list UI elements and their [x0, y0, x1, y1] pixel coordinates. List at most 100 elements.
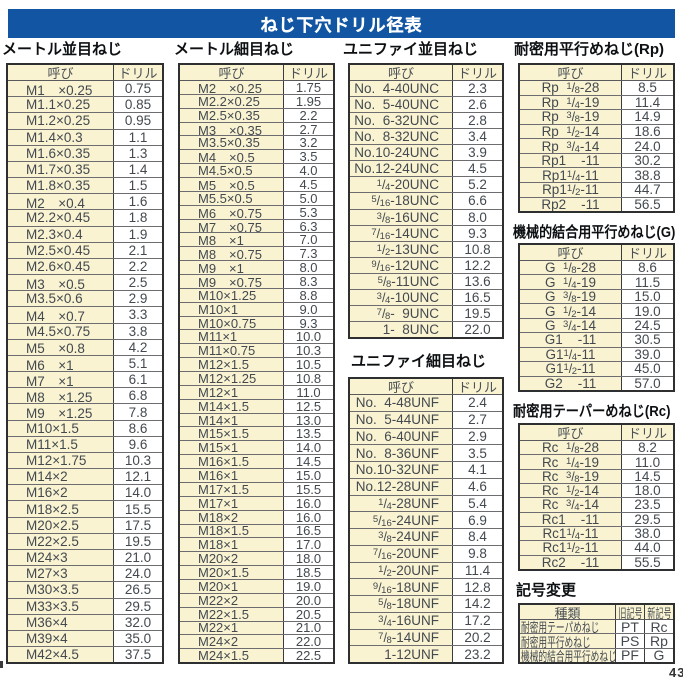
value-cell: 2.9 [452, 428, 502, 445]
name-cell: M22×1.5 [180, 607, 283, 621]
name-cell: G 1/2-14 [520, 304, 621, 318]
name-cell: M16×1.5 [180, 455, 283, 469]
table-unified-fine: 呼び ドリル No. 4-48UNF 2.4 No. 5-44UNF 2.7 No. 6-4… [348, 377, 504, 664]
name-cell: M10×1.25 [180, 288, 283, 302]
value-cell: 2.8 [452, 113, 502, 129]
name-cell: Rp11/2-11 [520, 182, 621, 197]
name-cell: M3.5×0.6 [8, 291, 113, 307]
value-cell: 8.5 [621, 81, 673, 95]
name-cell: Rp2 -11 [520, 197, 621, 212]
name-cell: No. 8-32UNC [350, 129, 452, 145]
value-cell: 8.2 [621, 441, 673, 455]
table-row: M14×1.5 12.5 [180, 398, 333, 413]
table-row: Rp 3/8-19 14.9 [520, 109, 673, 124]
name-cell: M3.5×0.35 [180, 136, 283, 150]
value-cell: 14.9 [621, 110, 673, 124]
column-header: 呼び [350, 379, 452, 394]
table-row: 7/16-14UNC 9.3 [350, 224, 502, 241]
table-row: 5/16-18UNC 6.6 [350, 192, 502, 209]
value-cell: 14.2 [452, 596, 502, 612]
value-cell: 19.5 [452, 305, 502, 321]
column-header: 呼び [520, 65, 621, 80]
table-row: 7/8- 9UNC 19.5 [350, 304, 502, 321]
name-cell: M15×1.5 [180, 427, 283, 441]
value-cell: PT [615, 620, 644, 634]
value-cell: 9.8 [452, 545, 502, 562]
name-cell: M2.2×0.25 [180, 94, 283, 108]
value-cell: 20.2 [452, 629, 502, 646]
value-cell: 7.0 [283, 233, 333, 247]
name-cell: No. 4-48UNF [350, 395, 452, 411]
value-cell: 2.7 [283, 122, 333, 136]
table-row: 5/16-24UNF 6.9 [350, 511, 502, 528]
value-cell: 5.2 [452, 177, 502, 193]
value-cell: 7.3 [283, 247, 333, 261]
name-cell: M1.6×0.35 [8, 145, 113, 161]
name-cell: 1- 8UNC [350, 321, 452, 337]
column-header: 呼び [520, 245, 621, 260]
table-row: No. 8-32UNC 3.4 [350, 128, 502, 145]
name-cell: 3/4-10UNC [350, 289, 452, 305]
value-cell: 11.5 [621, 275, 673, 289]
value-cell: 22.5 [283, 649, 333, 663]
name-cell: M24×2 [180, 635, 283, 649]
name-cell: 3/8-24UNF [350, 529, 452, 545]
table-row: M1.7×0.35 1.4 [8, 160, 162, 178]
table-g: 呼び ドリル G 1/8-28 8.6 G 1/4-19 11.5 G 3/8-19 15.0… [518, 243, 675, 392]
value-cell: 2.6 [452, 97, 502, 113]
value-cell: 44.7 [621, 182, 673, 197]
value-cell: 26.5 [113, 582, 162, 598]
name-cell: 9/16-12UNC [350, 257, 452, 273]
name-cell: No.10-32UNF [350, 462, 452, 478]
table-row: Rc1 -11 29.5 [520, 511, 673, 526]
table-row: M12×1.25 10.8 [180, 371, 333, 385]
name-cell: M27×3 [8, 566, 113, 582]
value-cell: PS [615, 634, 644, 648]
name-cell: M2 ×0.25 [180, 81, 283, 94]
value-cell: 4.2 [113, 339, 162, 355]
name-cell: No. 5-44UNF [350, 411, 452, 428]
name-cell: M2.6×0.45 [8, 258, 113, 275]
name-cell: 7/16-14UNC [350, 225, 452, 241]
table-row: M10×0.75 9.3 [180, 315, 333, 330]
value-cell: 2.2 [113, 258, 162, 275]
value-cell: 22.0 [283, 635, 333, 649]
value-cell: 15.5 [283, 482, 333, 496]
value-cell: 55.5 [621, 555, 673, 569]
name-cell: M36×4 [8, 614, 113, 630]
table-row: Rp11/2-11 44.7 [520, 181, 673, 197]
value-cell: 15.0 [283, 469, 333, 482]
value-cell: 8.3 [283, 275, 333, 288]
value-cell: 1.95 [283, 94, 333, 108]
table-row: M11×1.5 9.6 [8, 435, 162, 452]
name-cell: M8 ×0.75 [180, 247, 283, 261]
value-cell: 4.5 [452, 161, 502, 177]
table-row: Rc 3/4-14 23.5 [520, 497, 673, 512]
table-row: M24×1.5 22.5 [180, 648, 333, 663]
name-cell: Rp 1/2-14 [520, 124, 621, 139]
table-row: M22×1.5 20.5 [180, 606, 333, 621]
table-header-row: 呼び ドリル [520, 245, 673, 260]
name-cell: 9/16-18UNF [350, 579, 452, 595]
name-cell: M18×1.5 [180, 524, 283, 538]
name-cell: M16×1 [180, 469, 283, 482]
name-cell: M42×4.5 [8, 647, 113, 663]
value-cell: 24.0 [621, 139, 673, 153]
section-heading-rc: 耐密用テーパーめねじ(Rc) [513, 403, 671, 420]
table-row: M2 ×0.4 1.6 [8, 193, 162, 210]
table-row: Rc11/4-11 38.0 [520, 525, 673, 541]
name-cell: M24×3 [8, 549, 113, 566]
table-row: 7/8-14UNF 20.2 [350, 628, 502, 646]
value-cell: 6.6 [452, 193, 502, 209]
name-cell: M22×2 [180, 593, 283, 607]
name-cell: M3 ×0.35 [180, 122, 283, 136]
table-row: M1 ×0.25 0.75 [8, 80, 162, 97]
table-row: 機械的結合用平行めねじ PF G [520, 647, 673, 662]
name-cell: Rc 1/2-14 [520, 483, 621, 498]
column-header: 新記号 [644, 605, 673, 619]
name-cell: Rc 1/8-28 [520, 441, 621, 455]
name-cell: M9 ×1 [180, 261, 283, 275]
value-cell: 8.4 [452, 529, 502, 545]
table-row: M22×2.5 19.5 [8, 532, 162, 549]
table-row: M4 ×0.7 3.3 [8, 306, 162, 323]
